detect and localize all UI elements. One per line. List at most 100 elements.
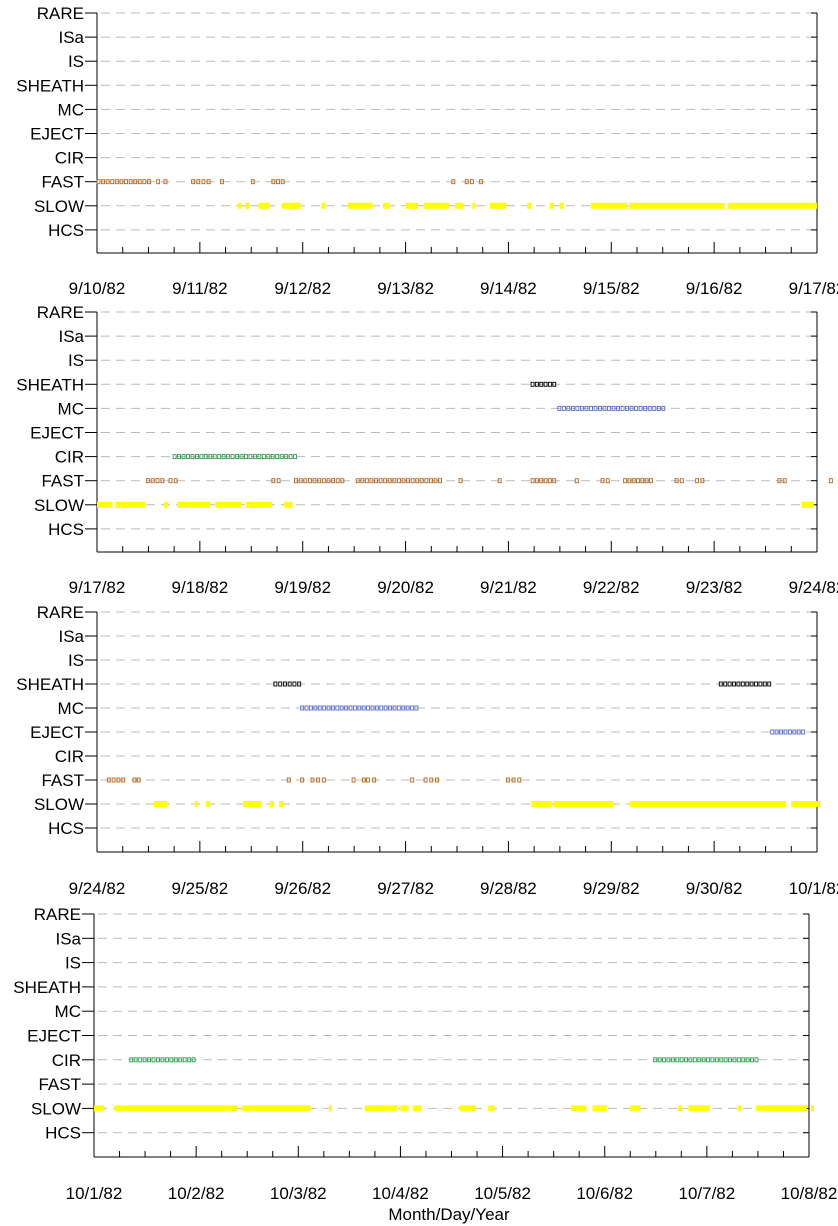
interval-marker <box>640 478 645 484</box>
panel-3-eject-interval <box>770 729 806 735</box>
interval-marker <box>648 478 653 484</box>
interval-marker <box>173 1057 178 1063</box>
panel-1-y-tick-label-fast: FAST <box>41 173 84 192</box>
interval-marker <box>235 454 240 460</box>
panel-3-slow-interval <box>279 801 284 807</box>
interval-marker <box>787 729 792 735</box>
interval-marker <box>221 454 226 460</box>
panel-1-y-tick-label-cir: CIR <box>55 149 84 168</box>
interval-marker <box>428 478 433 484</box>
interval-marker <box>732 1057 737 1063</box>
panel-2-x-tick-label: 9/20/82 <box>377 578 434 597</box>
panel-4-x-tick-label: 10/5/82 <box>474 1184 531 1203</box>
panel-1-slow-interval <box>424 202 449 209</box>
interval-marker <box>543 478 548 484</box>
panel-1-slow-interval <box>489 202 507 209</box>
interval-marker <box>534 381 539 387</box>
interval-marker <box>557 405 562 411</box>
panel-4-slow-interval <box>242 1105 311 1112</box>
interval-marker <box>173 478 178 484</box>
interval-marker <box>219 179 224 185</box>
panel-1-slow-interval <box>454 202 464 209</box>
interval-marker <box>701 1057 706 1063</box>
panel-2-x-tick-label: 9/21/82 <box>480 578 537 597</box>
interval-marker <box>351 777 356 783</box>
panel-4-slow-interval <box>114 1105 237 1112</box>
interval-marker <box>147 179 151 185</box>
panel-2-y-tick-label-is: IS <box>68 351 84 370</box>
interval-marker <box>203 454 208 460</box>
panel-2-cir-interval <box>172 454 297 460</box>
panel-2-y-tick-label-slow: SLOW <box>34 496 84 515</box>
interval-marker <box>321 478 326 484</box>
interval-marker <box>187 1057 192 1063</box>
interval-marker <box>666 1057 671 1063</box>
panel-3-x-tick-label: 9/24/82 <box>69 879 126 898</box>
panel-4-y-tick-label-eject: EJECT <box>27 1027 81 1046</box>
interval-marker <box>636 478 640 484</box>
interval-marker <box>723 681 728 687</box>
interval-marker <box>355 478 360 484</box>
interval-marker <box>511 777 516 783</box>
panel-3-fast-interval <box>351 777 356 783</box>
panel-3-y-tick-label-mc: MC <box>58 699 84 718</box>
interval-marker <box>410 777 415 783</box>
panel-2-fast-interval <box>530 478 557 484</box>
panel-1-x-tick-label: 9/14/82 <box>480 279 537 298</box>
panel-1-slow-interval <box>727 202 817 209</box>
interval-marker <box>405 705 410 711</box>
panel-2-fast-interval <box>574 478 579 484</box>
panel-4-slow-interval <box>811 1105 815 1112</box>
interval-marker <box>629 405 634 411</box>
x-axis-label: Month/Day/Year <box>388 1205 510 1224</box>
interval-marker <box>106 777 111 783</box>
panel-3-x-tick-label: 9/27/82 <box>377 879 434 898</box>
panel-2-fast-interval <box>623 478 653 484</box>
interval-marker <box>750 1057 754 1063</box>
panel-4-slow-interval <box>630 1105 641 1112</box>
interval-marker <box>718 681 723 687</box>
interval-marker <box>387 478 392 484</box>
panel-1-y-tick-label-is: IS <box>68 52 84 71</box>
interval-marker <box>357 705 362 711</box>
panel-4-x-tick-label: 10/1/82 <box>66 1184 123 1203</box>
interval-marker <box>783 729 788 735</box>
panel-2-slow-interval <box>115 501 146 508</box>
interval-marker <box>692 1057 697 1063</box>
panel-4-slow-interval <box>571 1105 587 1112</box>
interval-marker <box>374 478 378 484</box>
interval-marker <box>279 454 284 460</box>
panel-3-y-tick-label-eject: EJECT <box>30 723 84 742</box>
panel-1-fast-interval <box>219 179 224 185</box>
interval-marker <box>539 381 544 387</box>
panel-2-fast-interval <box>600 478 610 484</box>
interval-marker <box>312 478 317 484</box>
interval-marker <box>304 705 309 711</box>
interval-marker <box>433 478 438 484</box>
panel-2-slow-interval <box>215 501 241 508</box>
interval-marker <box>679 1057 684 1063</box>
interval-marker <box>164 1057 169 1063</box>
panel-4-x-tick-label: 10/2/82 <box>168 1184 225 1203</box>
interval-marker <box>133 1057 138 1063</box>
panel-1-slow-interval <box>237 202 241 209</box>
panel-2-fast-interval <box>271 478 281 484</box>
panel-1-slow-interval <box>282 202 301 209</box>
interval-marker <box>101 179 106 185</box>
interval-marker <box>647 405 652 411</box>
interval-marker <box>252 454 257 460</box>
panel-4-y-tick-label-isa: ISa <box>55 929 81 948</box>
panel-1-y-tick-label-eject: EJECT <box>30 125 84 144</box>
interval-marker <box>230 454 235 460</box>
interval-marker <box>278 681 283 687</box>
panel-1-slow-interval <box>258 202 270 209</box>
interval-marker <box>828 478 833 484</box>
panel-4-y-tick-label-sheath: SHEATH <box>13 978 81 997</box>
interval-marker <box>282 681 287 687</box>
interval-marker <box>293 454 297 460</box>
panel-4-y-tick-label-hcs: HCS <box>45 1124 81 1143</box>
panel-4-slow-interval <box>737 1105 742 1112</box>
panel-2-fast-interval <box>828 478 833 484</box>
interval-marker <box>379 705 384 711</box>
interval-marker <box>275 454 280 460</box>
